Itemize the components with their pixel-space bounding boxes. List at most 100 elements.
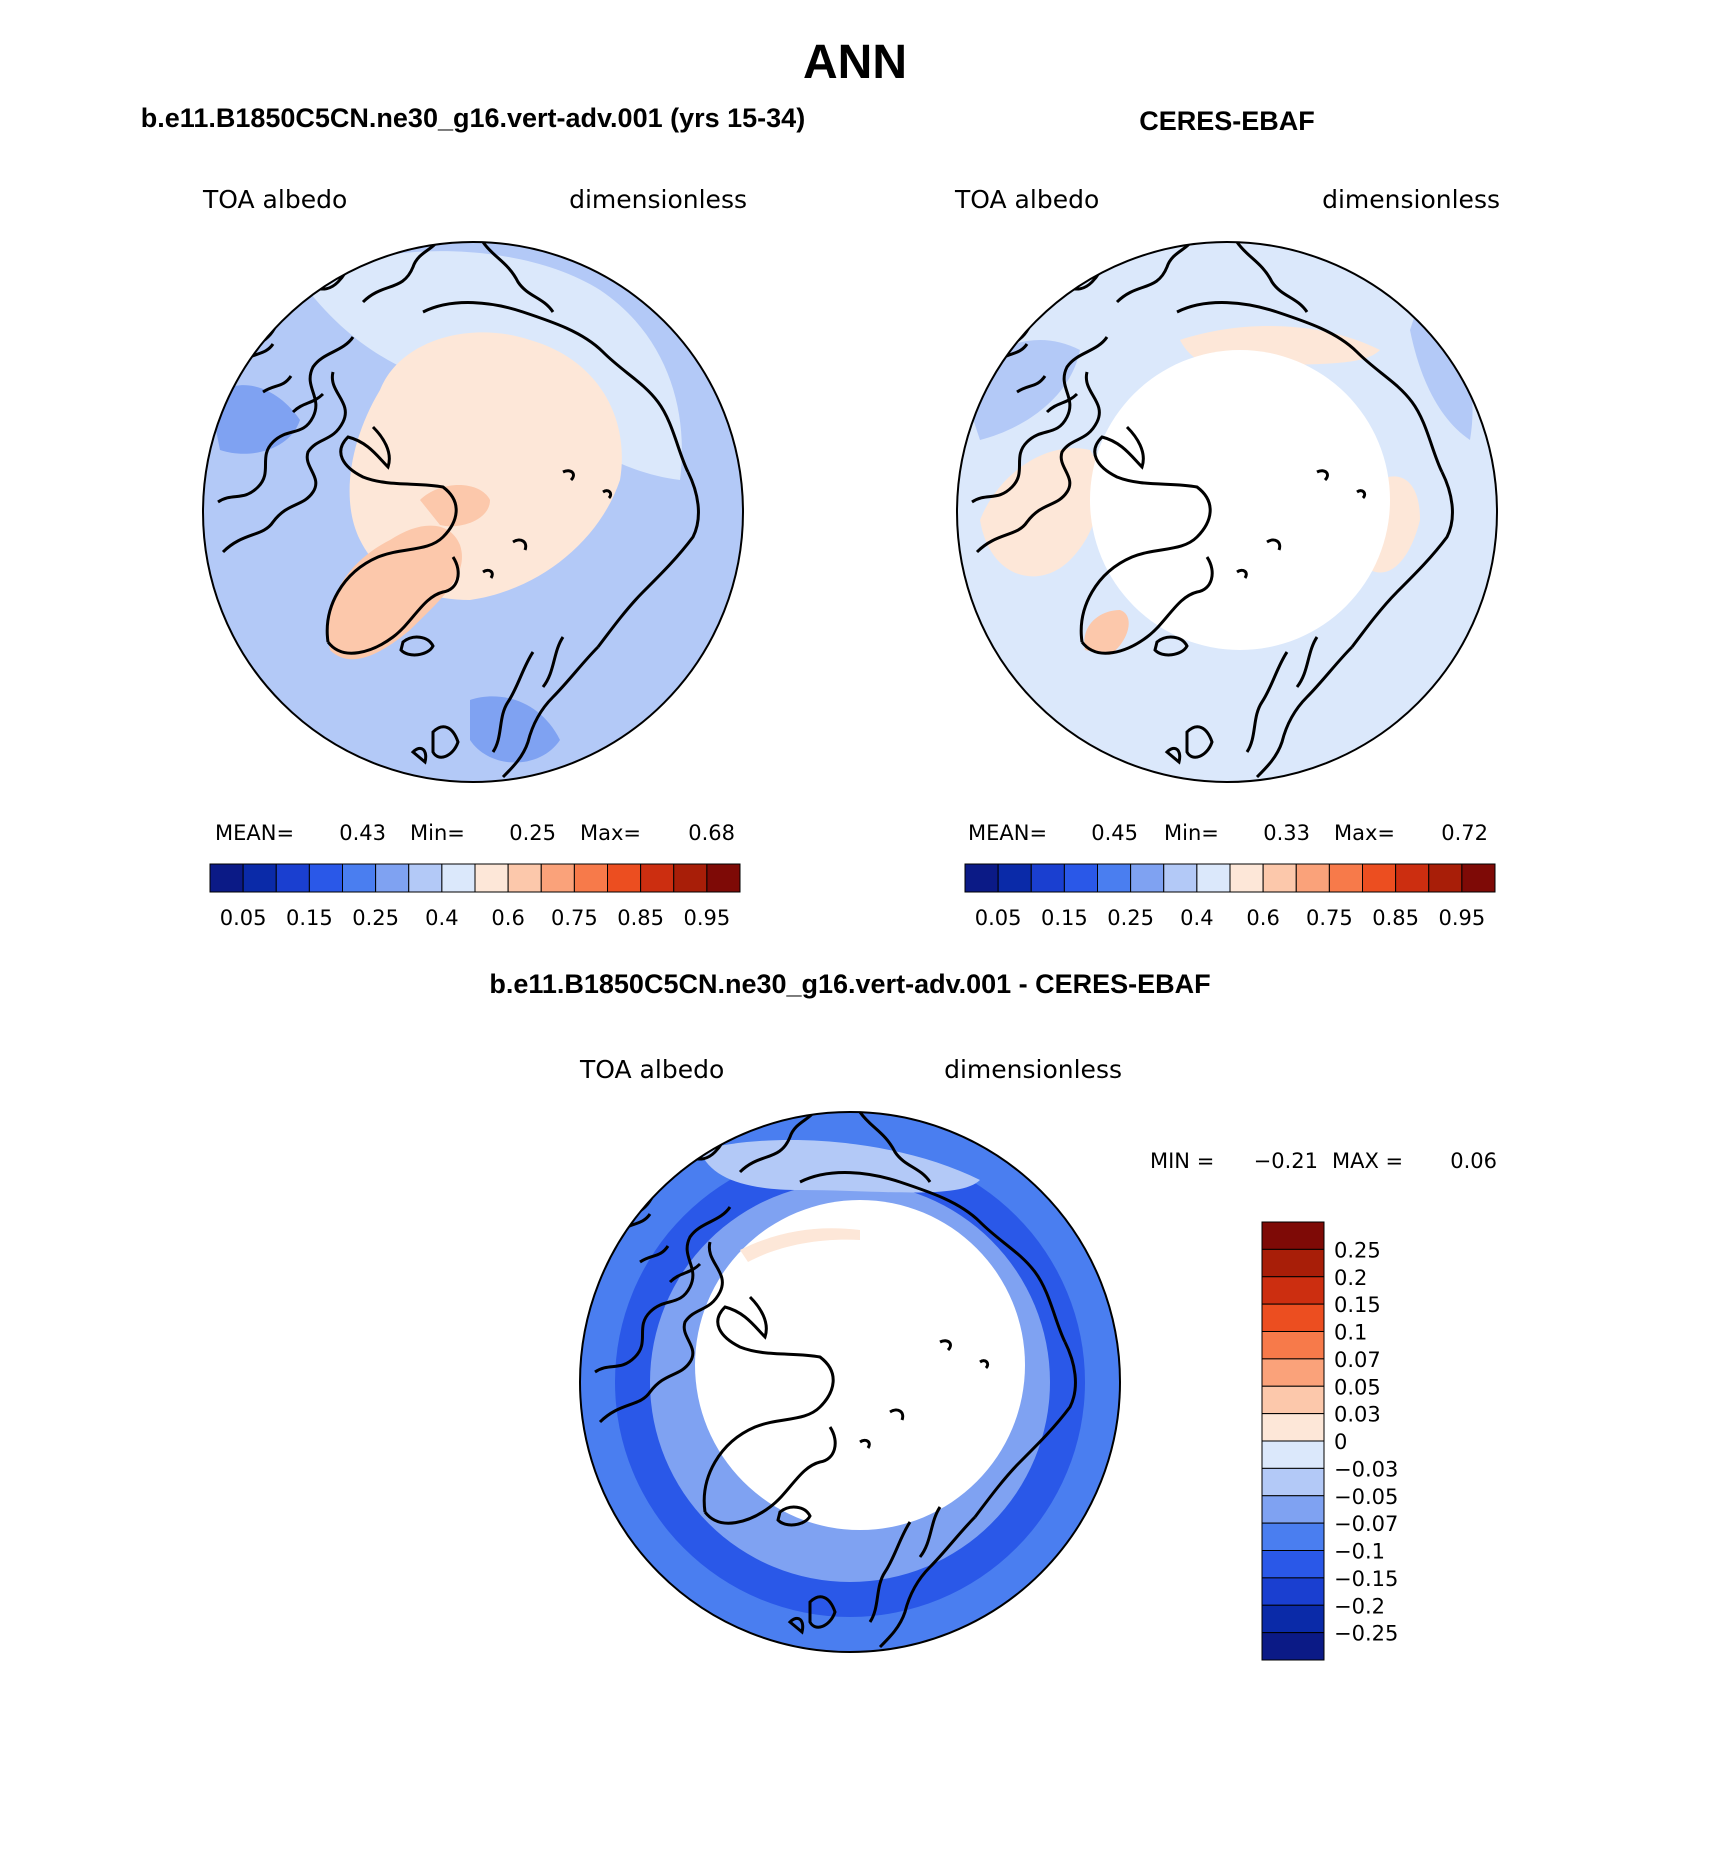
panel-3-max-label: MAX = <box>1332 1149 1403 1173</box>
panel-3-colorbar-swatch <box>1261 1577 1325 1606</box>
panel-1-colorbar-swatch <box>308 863 343 893</box>
panel-2-colorbar-swatch <box>1196 863 1231 893</box>
panel-2-colorbar-swatch <box>1030 863 1065 893</box>
panel-2-arctic-no-data <box>1090 350 1390 650</box>
panel-1-mean-label: MEAN= <box>215 821 294 845</box>
panel-2-colorbar-swatch <box>1130 863 1165 893</box>
panel-3-weak-negative-band <box>700 1140 980 1193</box>
panel-3-colorbar-tick-label: 0.07 <box>1334 1348 1381 1372</box>
panel-3-colorbar-swatch <box>1261 1385 1325 1415</box>
panel-1-colorbar-swatch <box>507 863 542 893</box>
panel-1-colorbar-tick-label: 0.95 <box>683 906 730 930</box>
panel-3-colorbar-swatch <box>1261 1276 1325 1305</box>
panel-1-colorbar-tick-label: 0.85 <box>617 906 664 930</box>
panel-3-colorbar-tick-label: −0.03 <box>1334 1457 1398 1481</box>
figure-title: ANN <box>803 36 907 89</box>
panel-3-colorbar-swatch <box>1261 1550 1325 1579</box>
panel-1-colorbar: 0.05 0.15 0.25 0.4 0.6 0.75 0.85 0.95 <box>209 863 741 930</box>
panel-3-variable: TOA albedo <box>579 1055 724 1084</box>
panel-3-positive-fringe <box>740 1228 860 1262</box>
panel-1-colorbar-swatch <box>408 863 443 893</box>
panel-3-colorbar-tick-label: 0.2 <box>1334 1266 1367 1290</box>
panel-1-max-value: 0.68 <box>688 821 735 845</box>
panel-1-colorbar-tick-label: 0.05 <box>220 906 267 930</box>
panel-2-colorbar-swatch <box>1295 863 1330 893</box>
panel-2-colorbar-swatch <box>964 863 999 893</box>
panel-2-min-value: 0.33 <box>1263 821 1310 845</box>
panel-1-max-label: Max= <box>580 821 641 845</box>
panel-1-colorbar-swatch <box>242 863 277 893</box>
panel-1-colorbar-swatch <box>706 863 741 893</box>
panel-2-colorbar-swatch <box>1097 863 1132 893</box>
panel-2-colorbar: 0.05 0.15 0.25 0.4 0.6 0.75 0.85 0.95 <box>964 863 1496 930</box>
panel-3-colorbar-swatch <box>1261 1358 1325 1387</box>
panel-3-colorbar-swatch <box>1261 1221 1325 1250</box>
panel-2-map-border <box>956 241 1498 783</box>
panel-1-map-border <box>202 241 744 783</box>
panel-2-colorbar-swatch <box>1163 863 1198 893</box>
panel-2-colorbar-swatch <box>1063 863 1098 893</box>
panel-2-map <box>957 242 1497 782</box>
panel-3-colorbar-swatch <box>1261 1522 1325 1551</box>
panel-1-colorbar-tick-label: 0.15 <box>286 906 333 930</box>
panel-3-colorbar-tick-label: −0.07 <box>1334 1512 1398 1536</box>
panel-3-heading: b.e11.B1850C5CN.ne30_g16.vert-adv.001 - … <box>489 969 1210 999</box>
panel-3-colorbar-swatch <box>1261 1413 1325 1442</box>
panel-2-mean-label: MEAN= <box>968 821 1047 845</box>
panel-1-colorbar-swatch <box>607 863 642 893</box>
panel-3-min-label: MIN = <box>1150 1149 1214 1173</box>
panel-3-colorbar-swatch <box>1261 1604 1325 1634</box>
panel-3-colorbar-tick-label: −0.25 <box>1334 1622 1398 1646</box>
panel-2-min-label: Min= <box>1164 821 1219 845</box>
panel-3-arctic-no-data <box>695 1200 1025 1530</box>
panel-2-greenland-max <box>1084 610 1129 655</box>
panel-3-colorbar-tick-label: 0.15 <box>1334 1293 1381 1317</box>
panel-1-colorbar-swatch <box>209 863 244 893</box>
panel-3-colorbar-tick-label: 0.05 <box>1334 1375 1381 1399</box>
panel-2-max-value: 0.72 <box>1441 821 1488 845</box>
panel-3-colorbar-tick-label: −0.15 <box>1334 1567 1398 1591</box>
panel-2-colorbar-swatch <box>1428 863 1463 893</box>
panel-2-colorbar-tick-label: 0.25 <box>1107 906 1154 930</box>
panel-2-colorbar-swatch <box>1461 863 1496 893</box>
panel-3-colorbar-swatch <box>1261 1331 1325 1360</box>
panel-3-colorbar-tick-label: 0.25 <box>1334 1238 1381 1262</box>
panel-3-colorbar-swatch <box>1261 1467 1325 1497</box>
panel-3-units: dimensionless <box>944 1055 1122 1084</box>
panel-3-colorbar-swatch <box>1261 1248 1325 1278</box>
panel-2-max-label: Max= <box>1334 821 1395 845</box>
panel-3-colorbar-swatch <box>1261 1303 1325 1332</box>
panel-1-units: dimensionless <box>569 185 747 214</box>
panel-1-colorbar-tick-label: 0.4 <box>425 906 458 930</box>
panel-3-colorbar-tick-label: −0.05 <box>1334 1485 1398 1509</box>
panel-1-colorbar-swatch <box>540 863 575 893</box>
panel-2-mid-albedo-band <box>1410 300 1473 440</box>
panel-1-colorbar-swatch <box>375 863 410 893</box>
panel-3-colorbar-swatch <box>1261 1495 1325 1524</box>
panel-3-map-border <box>579 1111 1121 1653</box>
panel-1-colorbar-tick-label: 0.25 <box>352 906 399 930</box>
panel-2-colorbar-tick-label: 0.05 <box>975 906 1022 930</box>
panel-3-colorbar-tick-label: −0.2 <box>1334 1594 1385 1618</box>
panel-2-colorbar-tick-label: 0.6 <box>1246 906 1279 930</box>
panel-2-colorbar-swatch <box>997 863 1032 893</box>
panel-3-colorbar-tick-label: 0.1 <box>1334 1321 1367 1345</box>
panel-2-colorbar-tick-label: 0.85 <box>1372 906 1419 930</box>
panel-1-colorbar-swatch <box>573 863 608 893</box>
panel-3-min-value: −0.21 <box>1254 1149 1318 1173</box>
panel-2-mean-value: 0.45 <box>1091 821 1138 845</box>
panel-1-colorbar-swatch <box>640 863 675 893</box>
panel-1-min-value: 0.25 <box>509 821 556 845</box>
panel-3-map <box>580 1112 1120 1652</box>
panel-2-colorbar-tick-label: 0.95 <box>1438 906 1485 930</box>
panel-1-colorbar-swatch <box>441 863 476 893</box>
panel-1-mean-value: 0.43 <box>339 821 386 845</box>
panel-2-colorbar-swatch <box>1362 863 1397 893</box>
panel-1-greenland-max <box>328 525 462 660</box>
panel-2-colorbar-swatch <box>1262 863 1297 893</box>
panel-1-colorbar-swatch <box>474 863 509 893</box>
panel-2-colorbar-tick-label: 0.15 <box>1041 906 1088 930</box>
panel-2-units: dimensionless <box>1322 185 1500 214</box>
panel-1-colorbar-swatch <box>673 863 708 893</box>
